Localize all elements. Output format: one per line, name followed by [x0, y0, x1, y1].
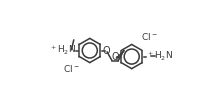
Text: $\mathregular{^+H_2N}$: $\mathregular{^+H_2N}$ [49, 44, 76, 57]
Text: O: O [112, 52, 119, 62]
Text: Cl$^-$: Cl$^-$ [141, 31, 158, 42]
Text: $\mathregular{^+H_2N}$: $\mathregular{^+H_2N}$ [146, 50, 173, 63]
Text: Cl$^-$: Cl$^-$ [63, 63, 80, 74]
Text: O: O [102, 45, 110, 56]
